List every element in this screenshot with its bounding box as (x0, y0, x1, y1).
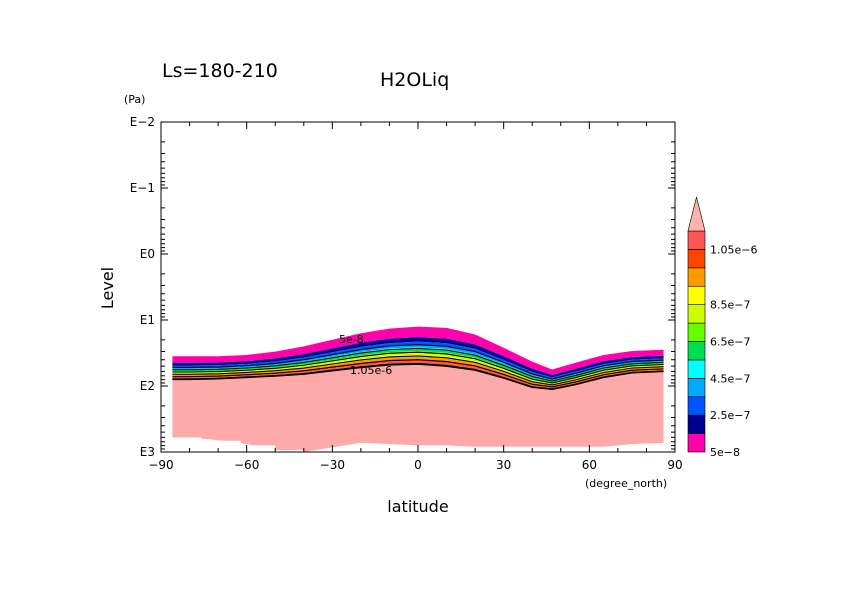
contour-label-high: 1.05e-6 (350, 364, 392, 377)
colorbar-label-2: 2.5e−7 (710, 409, 750, 422)
colorbar-swatch-9 (687, 267, 706, 287)
x-tick-label-6: 90 (667, 458, 682, 472)
colorbar-swatch-6 (687, 322, 706, 342)
contour-line-base (172, 363, 664, 391)
x-tick-label-3: 0 (414, 458, 422, 472)
contour-line-4 (172, 359, 664, 388)
x-tick-label-0: −90 (148, 458, 173, 472)
colorbar-swatch-8 (687, 285, 706, 305)
colorbar-swatch-1 (687, 414, 706, 434)
colorbar-swatch-7 (687, 304, 706, 324)
x-tick-label-1: −60 (234, 458, 259, 472)
colorbar-swatch-11 (687, 230, 706, 250)
contour-band-11 (172, 361, 664, 390)
y-tick-label-2: E0 (140, 247, 155, 261)
y-axis: E−2 E−1 E0 E1 E2 E3 (130, 115, 675, 459)
colorbar-swatch-0 (687, 433, 706, 453)
y-tick-label-4: E2 (140, 379, 155, 393)
x-axis-label: latitude (387, 497, 448, 516)
colorbar-swatch-3 (687, 378, 706, 398)
colorbar-swatch-10 (687, 249, 706, 269)
contour-label-low: 5e-8 (339, 333, 364, 346)
x-tick-label-5: 60 (582, 458, 597, 472)
colorbar-label-0: 5e−8 (710, 446, 740, 459)
contour-line-2 (172, 351, 664, 384)
colorbar-label-8: 8.5e−7 (710, 299, 750, 312)
y-tick-label-5: E3 (140, 445, 155, 459)
cloud-core-fill (172, 364, 664, 452)
contour-line-1 (172, 347, 664, 382)
colorbar-label-4: 4.5e−7 (710, 372, 750, 385)
contour-band-0 (172, 326, 664, 376)
colorbar-label-6: 6.5e−7 (710, 336, 750, 349)
y-axis-label: Level (98, 267, 117, 309)
plot-area (172, 326, 664, 452)
contour-line-3 (172, 355, 664, 386)
chart-subtitle: Ls=180-210 (162, 60, 278, 82)
colorbar-swatch-2 (687, 396, 706, 416)
y-axis-units: (Pa) (124, 93, 145, 106)
x-tick-label-4: 30 (496, 458, 511, 472)
colorbar-label-11: 1.05e−6 (710, 243, 757, 256)
colorbar: 5e−8 2.5e−7 4.5e−7 6.5e−7 8.5e−7 1.05e−6 (687, 196, 757, 459)
y-tick-label-1: E−1 (130, 181, 155, 195)
y-tick-label-0: E−2 (130, 115, 155, 129)
contour-line-0 (172, 344, 664, 380)
colorbar-over-arrow (687, 196, 706, 232)
x-axis-units: (degree_north) (585, 477, 667, 490)
y-tick-label-3: E1 (140, 313, 155, 327)
x-tick-label-2: −30 (320, 458, 345, 472)
contour-band-9 (172, 356, 664, 387)
chart-title: H2OLiq (380, 69, 449, 91)
colorbar-swatch-4 (687, 359, 706, 379)
colorbar-swatch-5 (687, 341, 706, 361)
